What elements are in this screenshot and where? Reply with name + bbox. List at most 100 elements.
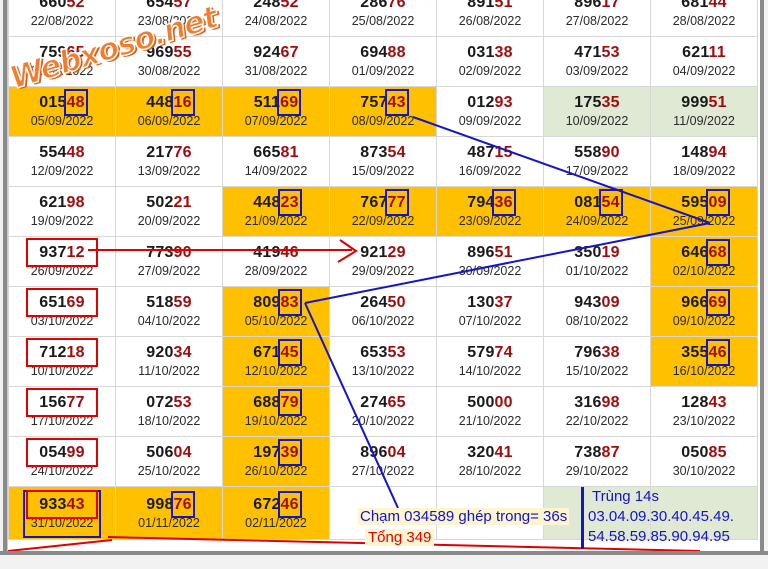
result-cell[interactable]: 12843 23/10/2022	[650, 386, 758, 437]
tail-digits: 23	[280, 194, 299, 211]
result-number: 47153	[544, 43, 650, 62]
result-cell[interactable]: 41946 28/09/2022	[222, 236, 330, 287]
result-cell[interactable]: 99876 01/11/2022	[115, 486, 223, 540]
result-cell[interactable]: 65353 13/10/2022	[329, 336, 437, 387]
result-cell[interactable]: 92467 31/08/2022	[222, 36, 330, 87]
result-cell[interactable]: 21776 13/09/2022	[115, 136, 223, 187]
result-cell[interactable]: 64668 02/10/2022	[650, 236, 758, 287]
result-cell[interactable]: 67246 02/11/2022	[222, 486, 330, 540]
result-date: 09/09/2022	[458, 114, 522, 128]
result-cell[interactable]: 94309 08/10/2022	[543, 286, 651, 337]
result-cell[interactable]: 68144 28/08/2022	[650, 0, 758, 37]
result-cell[interactable]: 19739 26/10/2022	[222, 436, 330, 487]
result-cell[interactable]: 01293 09/09/2022	[436, 86, 544, 137]
result-cell[interactable]: 32041 28/10/2022	[436, 436, 544, 487]
result-cell[interactable]: 31698 22/10/2022	[543, 386, 651, 437]
result-cell[interactable]: 47153 03/09/2022	[543, 36, 651, 87]
result-cell[interactable]: 44823 21/09/2022	[222, 186, 330, 237]
result-cell[interactable]: 93343 31/10/2022	[8, 486, 116, 540]
result-cell[interactable]: 79436 23/09/2022	[436, 186, 544, 237]
result-cell[interactable]: 01548 05/09/2022	[8, 86, 116, 137]
result-cell[interactable]: 51859 04/10/2022	[115, 286, 223, 337]
blue-highlight-box: 46	[277, 490, 302, 518]
result-number: 66581	[223, 143, 329, 162]
result-cell[interactable]: 66052 22/08/2022	[8, 0, 116, 37]
result-date: 26/10/2022	[244, 464, 308, 478]
tail-digits: 17	[601, 0, 620, 11]
result-cell[interactable]: 35019 01/10/2022	[543, 236, 651, 287]
head-digits: 054	[39, 444, 67, 461]
result-cell[interactable]: 66581 14/09/2022	[222, 136, 330, 187]
result-cell[interactable]: 80983 05/10/2022	[222, 286, 330, 337]
result-cell[interactable]: 65169 03/10/2022	[8, 286, 116, 337]
result-cell[interactable]: 93712 26/09/2022	[8, 236, 116, 287]
result-cell[interactable]: 50000 21/10/2022	[436, 386, 544, 437]
result-cell[interactable]: 62111 04/09/2022	[650, 36, 758, 87]
head-digits: 316	[574, 394, 602, 411]
result-cell[interactable]: 28676 25/08/2022	[329, 0, 437, 37]
result-date: 29/08/2022	[30, 64, 94, 78]
result-number: 12843	[651, 393, 757, 412]
result-cell[interactable]: 05085 30/10/2022	[650, 436, 758, 487]
result-cell[interactable]: 71218 10/10/2022	[8, 336, 116, 387]
result-cell[interactable]: 75743 08/09/2022	[329, 86, 437, 137]
result-cell[interactable]: 68879 19/10/2022	[222, 386, 330, 437]
result-cell[interactable]: 44816 06/09/2022	[115, 86, 223, 137]
result-cell[interactable]: 07253 18/10/2022	[115, 386, 223, 437]
result-cell[interactable]: 13037 07/10/2022	[436, 286, 544, 337]
trung-numbers-line2: 54.58.59.85.90.94.95	[588, 528, 730, 545]
result-date: 01/11/2022	[138, 515, 200, 530]
result-cell[interactable]: 26450 06/10/2022	[329, 286, 437, 337]
head-digits: 419	[253, 244, 281, 261]
result-cell[interactable]: 92034 11/10/2022	[115, 336, 223, 387]
result-number: 89604	[330, 443, 436, 462]
result-cell[interactable]: 76777 22/09/2022	[329, 186, 437, 237]
result-cell[interactable]: 92129 29/09/2022	[329, 236, 437, 287]
result-date: 07/09/2022	[244, 114, 308, 128]
result-cell[interactable]: 55448 12/09/2022	[8, 136, 116, 187]
result-number: 26450	[330, 293, 436, 312]
result-cell[interactable]: 50604 25/10/2022	[115, 436, 223, 487]
result-cell[interactable]: 89604 27/10/2022	[329, 436, 437, 487]
result-cell[interactable]: 87354 15/09/2022	[329, 136, 437, 187]
tail-digits: 21	[173, 194, 192, 211]
head-digits: 943	[574, 294, 602, 311]
result-cell[interactable]: 27465 20/10/2022	[329, 386, 437, 437]
result-date: 10/09/2022	[565, 114, 629, 128]
result-cell[interactable]: 57974 14/10/2022	[436, 336, 544, 387]
result-date: 27/08/2022	[565, 14, 629, 28]
result-cell[interactable]: 89651 30/09/2022	[436, 236, 544, 287]
result-cell[interactable]: 69488 01/09/2022	[329, 36, 437, 87]
result-cell[interactable]: 89151 26/08/2022	[436, 0, 544, 37]
result-cell[interactable]: 99951 11/09/2022	[650, 86, 758, 137]
result-number: 01293	[437, 93, 543, 112]
result-date: 01/10/2022	[565, 264, 629, 278]
result-cell[interactable]: 73887 29/10/2022	[543, 436, 651, 487]
result-cell[interactable]: 55890 17/09/2022	[543, 136, 651, 187]
result-cell[interactable]: 79638 15/10/2022	[543, 336, 651, 387]
result-cell[interactable]: 59509 25/09/2022	[650, 186, 758, 237]
result-number: 31698	[544, 393, 650, 412]
result-cell[interactable]: 48715 16/09/2022	[436, 136, 544, 187]
head-digits: 511	[253, 94, 281, 111]
result-cell[interactable]: 17535 10/09/2022	[543, 86, 651, 137]
result-cell[interactable]: 50221 20/09/2022	[115, 186, 223, 237]
result-number: 28676	[330, 0, 436, 12]
result-cell[interactable]: 24852 24/08/2022	[222, 0, 330, 37]
head-digits: 355	[681, 344, 709, 361]
result-cell[interactable]: 96669 09/10/2022	[650, 286, 758, 337]
result-cell[interactable]: 67145 12/10/2022	[222, 336, 330, 387]
result-cell[interactable]: 51169 07/09/2022	[222, 86, 330, 137]
result-cell[interactable]: 08154 24/09/2022	[543, 186, 651, 237]
result-cell[interactable]: 14894 18/09/2022	[650, 136, 758, 187]
result-cell[interactable]: 96955 30/08/2022	[115, 36, 223, 87]
tail-digits: 90	[601, 144, 620, 161]
result-cell[interactable]: 35546 16/10/2022	[650, 336, 758, 387]
result-cell[interactable]: 77390 27/09/2022	[115, 236, 223, 287]
result-cell[interactable]: 89617 27/08/2022	[543, 0, 651, 37]
result-cell[interactable]: 05499 24/10/2022	[8, 436, 116, 487]
result-cell[interactable]: 15677 17/10/2022	[8, 386, 116, 437]
result-cell[interactable]: 03138 02/09/2022	[436, 36, 544, 87]
result-cell[interactable]: 62198 19/09/2022	[8, 186, 116, 237]
result-cell[interactable]: 75965 29/08/2022	[8, 36, 116, 87]
